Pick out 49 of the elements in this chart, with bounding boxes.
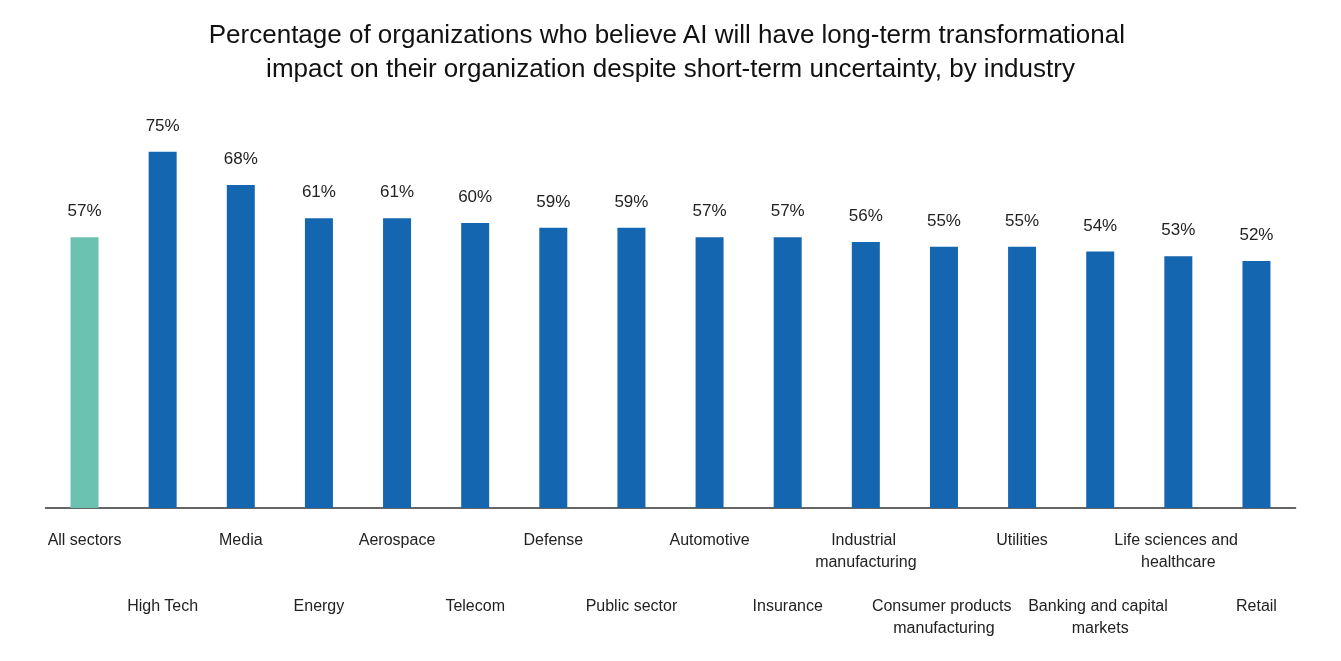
data-label: 75% (145, 115, 180, 135)
x-tick-label: Utilities (996, 530, 1048, 548)
bar (1008, 246, 1037, 508)
x-tick-label: Defense (523, 530, 584, 548)
data-label: 57% (770, 201, 805, 221)
bar (383, 218, 412, 508)
x-tick-label: Automotive (669, 530, 750, 548)
x-tick-label: Retail (1236, 596, 1277, 614)
bar (1164, 256, 1193, 508)
data-label: 59% (536, 191, 571, 211)
data-label: 54% (1083, 215, 1118, 235)
data-label: 52% (1239, 225, 1274, 244)
x-tick-label: Media (219, 530, 263, 548)
bar (695, 237, 724, 508)
x-tick-label: Public sector (585, 596, 678, 614)
data-label: 59% (614, 191, 649, 211)
bar (773, 237, 802, 508)
x-tick-label: Energy (293, 596, 345, 614)
x-tick-label: Insurance (752, 596, 823, 614)
data-label: 60% (458, 187, 493, 206)
bar (304, 218, 333, 508)
bar (539, 227, 568, 508)
data-label: 68% (223, 149, 258, 168)
x-tick-label: Industrial manufacturing (815, 530, 917, 570)
x-tick-label: Consumer products manufacturing (871, 596, 1016, 636)
x-tick-label: High Tech (127, 596, 199, 614)
data-label: 61% (380, 182, 415, 202)
bar (851, 242, 880, 508)
bar (148, 151, 177, 508)
x-tick-label: Life sciences and healthcare (1114, 530, 1243, 570)
data-label: 57% (67, 201, 102, 221)
bar (617, 227, 646, 508)
bar (1242, 261, 1271, 508)
bar (1086, 251, 1115, 508)
x-tick-label: Aerospace (358, 530, 436, 548)
chart-title: Percentage of organizations who believe AI will have long-term transformational impact on their organization despite short-term uncertainty, by industry (208, 19, 1133, 83)
data-label: 53% (1161, 220, 1196, 240)
data-label: 55% (1005, 210, 1040, 230)
data-label: 57% (692, 201, 727, 221)
data-label: 56% (848, 206, 883, 225)
bar (226, 185, 255, 508)
data-label: 55% (926, 210, 961, 230)
x-tick-label: All sectors (47, 530, 122, 548)
bar (70, 237, 99, 508)
x-tick-label: Banking and capital markets (1028, 596, 1173, 636)
x-tick-label: Telecom (445, 596, 505, 614)
data-label: 61% (301, 182, 336, 202)
bar (461, 223, 490, 508)
bar (929, 246, 958, 508)
